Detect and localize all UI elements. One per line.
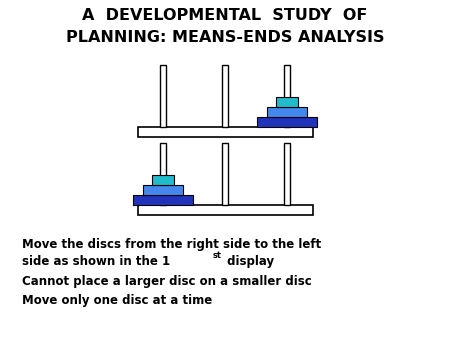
Bar (133, 195, 193, 204)
Text: side as shown in the 1: side as shown in the 1 (22, 255, 171, 268)
Text: PLANNING: MEANS-ENDS ANALYSIS: PLANNING: MEANS-ENDS ANALYSIS (66, 30, 384, 45)
Bar (222, 143, 228, 204)
Bar (160, 65, 166, 127)
Bar (160, 143, 166, 204)
Text: A  DEVELOPMENTAL  STUDY  OF: A DEVELOPMENTAL STUDY OF (82, 8, 368, 23)
Text: Move the discs from the right side to the left: Move the discs from the right side to th… (22, 238, 322, 251)
Bar (138, 127, 312, 137)
Bar (267, 107, 307, 117)
Bar (276, 97, 298, 107)
Text: display: display (223, 255, 274, 268)
Bar (152, 175, 174, 185)
Text: Cannot place a larger disc on a smaller disc: Cannot place a larger disc on a smaller … (22, 275, 312, 288)
Bar (143, 185, 183, 195)
Bar (257, 117, 317, 127)
Text: st: st (212, 251, 221, 260)
Text: Move only one disc at a time: Move only one disc at a time (22, 294, 213, 307)
Bar (138, 204, 312, 215)
Bar (284, 143, 290, 204)
Bar (284, 65, 290, 127)
Bar (222, 65, 228, 127)
